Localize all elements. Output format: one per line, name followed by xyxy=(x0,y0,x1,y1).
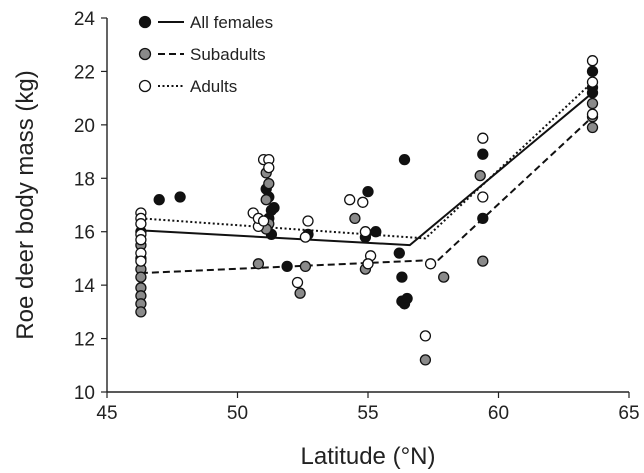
data-point xyxy=(586,97,599,110)
data-point xyxy=(477,132,489,144)
x-axis-title: Latitude (°N) xyxy=(301,443,436,470)
ticks: 45 50 55 60 65 10 12 14 16 18 20 22 24 xyxy=(74,9,640,424)
y-axis-title: Roe deer body mass (kg) xyxy=(12,70,39,339)
data-points xyxy=(135,55,599,366)
fit-lines xyxy=(140,81,594,275)
data-point xyxy=(586,55,599,67)
legend-label: Subadults xyxy=(190,45,266,64)
axes xyxy=(106,18,629,393)
fit-line-all-females xyxy=(140,92,594,247)
y-tick-label: 22 xyxy=(74,62,95,83)
legend-label: Adults xyxy=(190,77,237,96)
legend-marker xyxy=(138,15,152,29)
y-tick-label: 14 xyxy=(74,276,96,297)
data-point xyxy=(586,65,599,78)
x-tick-label: 50 xyxy=(227,403,248,424)
data-point xyxy=(474,169,486,182)
data-point xyxy=(396,271,408,283)
data-point xyxy=(153,194,165,206)
y-tick-label: 12 xyxy=(74,330,95,351)
legend-label: All females xyxy=(190,13,273,32)
data-point xyxy=(438,271,450,283)
data-point xyxy=(174,191,186,203)
data-point xyxy=(419,354,432,366)
legend: All females Subadults Adults xyxy=(138,13,273,96)
data-point xyxy=(586,108,599,120)
data-point xyxy=(586,121,599,134)
data-point xyxy=(477,255,489,267)
data-point xyxy=(257,215,270,227)
data-point xyxy=(135,234,147,246)
y-tick-label: 18 xyxy=(74,169,95,190)
data-point xyxy=(135,306,147,318)
data-point xyxy=(291,276,304,289)
fit-line-subadults xyxy=(140,116,594,275)
y-tick-label: 24 xyxy=(74,9,96,30)
data-point xyxy=(281,260,293,273)
data-point xyxy=(586,76,599,88)
y-tick-label: 16 xyxy=(74,223,95,244)
data-point xyxy=(419,330,432,342)
data-point xyxy=(362,185,374,198)
data-point xyxy=(477,191,489,203)
data-point xyxy=(586,87,599,99)
data-point xyxy=(349,212,361,225)
data-point xyxy=(302,215,314,227)
data-point xyxy=(260,194,272,206)
data-point xyxy=(268,202,280,214)
data-point xyxy=(344,194,356,206)
data-point xyxy=(135,271,147,283)
data-point xyxy=(477,148,489,160)
legend-marker xyxy=(138,79,152,93)
fit-line-adults xyxy=(140,81,594,240)
data-point xyxy=(477,212,489,225)
data-point xyxy=(263,177,275,190)
y-tick-label: 10 xyxy=(74,383,95,404)
data-point xyxy=(401,292,413,305)
data-point xyxy=(252,258,265,270)
data-point xyxy=(359,226,372,238)
x-tick-label: 45 xyxy=(96,403,117,424)
data-point xyxy=(370,226,382,238)
data-point xyxy=(393,247,405,259)
data-point xyxy=(362,258,374,270)
data-point xyxy=(357,196,369,208)
data-point xyxy=(398,153,411,166)
data-point xyxy=(135,255,147,267)
data-point xyxy=(424,258,437,270)
data-point xyxy=(294,287,306,299)
legend-marker xyxy=(138,47,152,61)
y-tick-label: 20 xyxy=(74,116,95,137)
data-point xyxy=(135,218,147,230)
data-point xyxy=(299,231,312,243)
data-point xyxy=(263,161,275,174)
x-tick-label: 60 xyxy=(488,403,509,424)
x-tick-label: 55 xyxy=(357,403,378,424)
x-tick-label: 65 xyxy=(618,403,639,424)
data-point xyxy=(299,260,312,273)
